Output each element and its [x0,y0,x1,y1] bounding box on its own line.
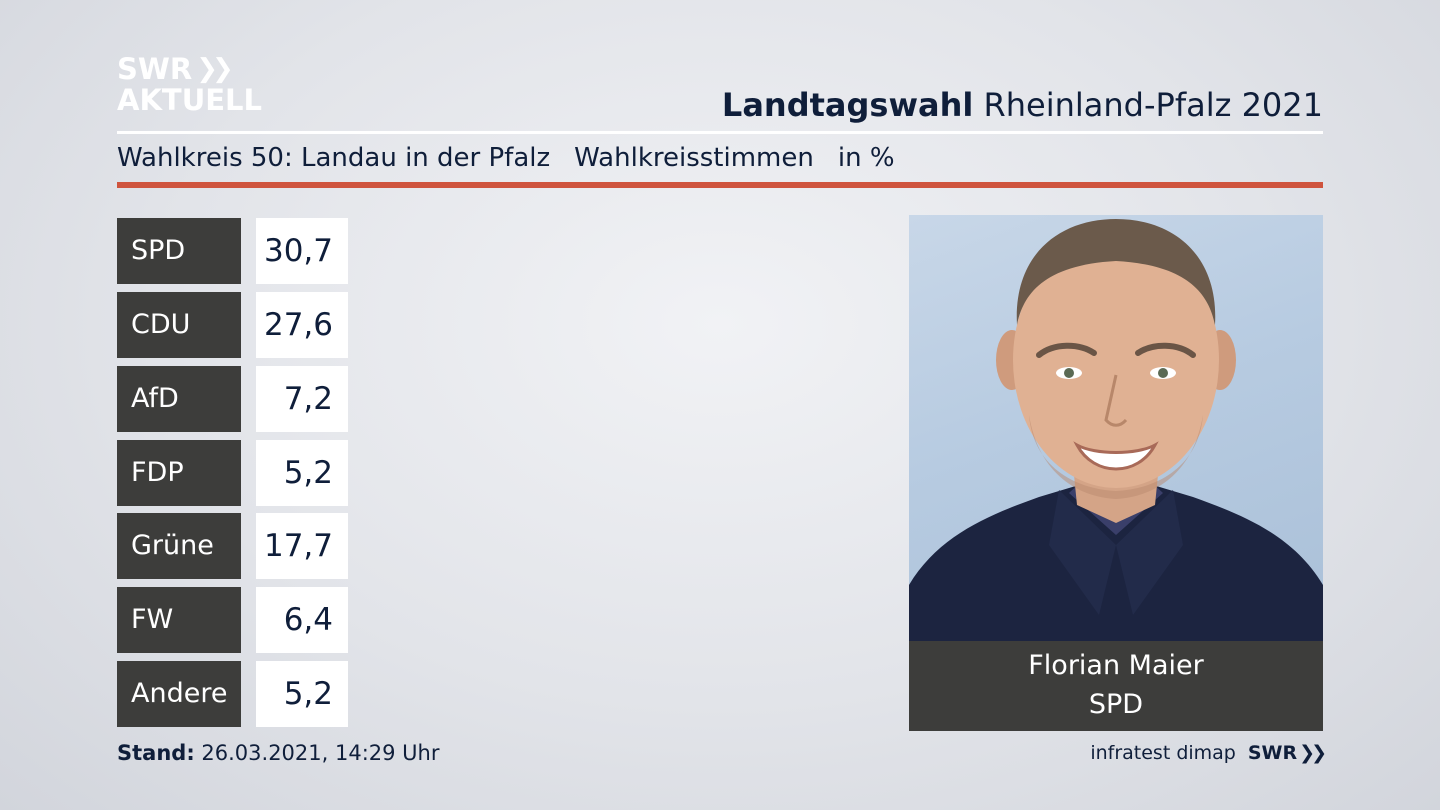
party-label: AfD [117,366,241,432]
party-value: 5,2 [256,661,348,727]
candidate-party: SPD [1088,689,1144,720]
title-rest: Rheinland-Pfalz 2021 [973,86,1323,124]
swr-brand-text: SWR [1247,742,1298,764]
unit-label: in % [837,143,895,173]
swr-brand: SWR ❯❯ [1247,742,1327,764]
candidate-portrait [909,215,1323,641]
party-value: 7,2 [256,366,348,432]
result-row: FDP 5,2 [117,440,348,506]
page-title: Landtagswahl Rheinland-Pfalz 2021 [722,86,1323,124]
result-row: Andere 5,2 [117,661,348,727]
party-label: FDP [117,440,241,506]
party-label: CDU [117,292,241,358]
candidate-caption: Florian Maier SPD [909,641,1323,731]
header-divider [117,131,1323,134]
subtitle: Wahlkreis 50: Landau in der Pfalz Wahlkr… [117,143,895,173]
wahlkreis-label: Wahlkreis 50: Landau in der Pfalz [117,143,551,173]
result-row: FW 6,4 [117,587,348,653]
title-bold: Landtagswahl [721,86,974,124]
party-label: FW [117,587,241,653]
result-row: SPD 30,7 [117,218,348,284]
stand-value: 26.03.2021, 14:29 Uhr [194,741,440,765]
stimmen-label: Wahlkreisstimmen [574,143,814,173]
result-row: AfD 7,2 [117,366,348,432]
party-label: Grüne [117,513,241,579]
portrait-illustration [909,219,1323,641]
stand-label: Stand: [117,741,195,765]
party-value: 6,4 [256,587,348,653]
chevron-right-icon: ❯❯ [1299,742,1327,764]
source-credit: infratest dimap SWR ❯❯ [1090,742,1327,764]
timestamp: Stand: 26.03.2021, 14:29 Uhr [117,741,440,765]
source-label: infratest dimap [1090,742,1236,764]
party-value: 30,7 [256,218,348,284]
party-value: 27,6 [256,292,348,358]
result-row: Grüne 17,7 [117,513,348,579]
logo-line2: AKTUELL [117,83,263,117]
party-label: SPD [117,218,241,284]
logo-line1: SWR [117,52,193,86]
candidate-name: Florian Maier [1028,650,1204,681]
result-row: CDU 27,6 [117,292,348,358]
party-value: 17,7 [256,513,348,579]
chevron-right-icon: ❯❯ [196,54,233,84]
party-value: 5,2 [256,440,348,506]
party-label: Andere [117,661,241,727]
accent-divider [117,182,1323,188]
swr-aktuell-logo: SWR ❯❯ AKTUELL [117,54,262,116]
